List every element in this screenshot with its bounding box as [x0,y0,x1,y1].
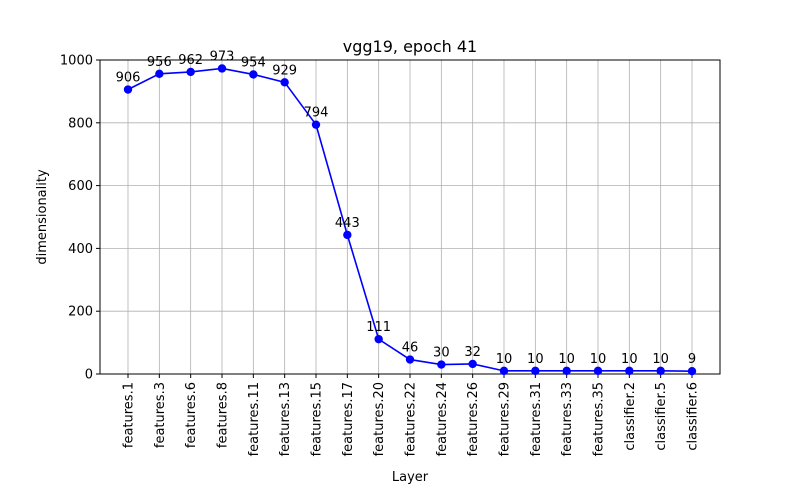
x-tick-label: features.17 [341,382,356,456]
y-axis-title: dimensionality [35,169,50,265]
y-axis: 0 200 400 600 800 1000 [60,54,100,383]
data-label: 906 [116,71,141,86]
y-tick-label: 600 [68,179,93,194]
data-point [625,366,634,376]
data-label: 32 [464,345,481,360]
x-tick-label: features.15 [310,382,325,456]
data-label: 9 [688,352,696,367]
data-label: 443 [335,216,360,231]
data-label: 10 [496,352,513,367]
x-tick-label: features.11 [247,382,262,456]
data-point [531,366,540,376]
x-tick-label: features.24 [435,382,450,456]
data-label: 30 [433,346,450,361]
data-point [374,334,383,344]
data-point [499,366,509,376]
y-tick-label: 800 [68,116,93,131]
x-tick-label: classifier.2 [623,382,638,451]
x-axis: features.1 features.3 features.6 features.8… [122,374,701,456]
y-tick-label: 400 [68,242,93,257]
data-label: 956 [147,55,172,70]
x-axis-title: Layer [392,470,429,485]
data-label: 10 [652,352,669,367]
data-point [468,359,477,369]
data-point [593,366,603,376]
series: 906 956 962 973 954 929 794 443 111 46 30 32 10 10 10 1… [116,49,697,376]
x-tick-label: features.35 [592,382,607,456]
data-point [280,78,289,87]
data-label: 46 [402,341,419,356]
x-tick-label: features.8 [216,382,231,448]
x-tick-label: classifier.6 [686,382,701,451]
data-point [155,69,164,79]
y-tick-label: 200 [68,305,93,320]
x-tick-label: features.3 [153,382,168,448]
data-point [343,230,352,240]
x-tick-label: features.31 [529,382,544,456]
data-label: 10 [527,352,544,367]
data-point [687,366,697,376]
data-label: 10 [590,352,607,367]
data-point [186,67,195,77]
grid [100,59,720,375]
data-point [437,360,446,369]
x-tick-label: features.22 [404,382,419,456]
x-tick-label: features.20 [372,382,387,456]
data-label: 973 [210,49,235,64]
x-tick-label: features.6 [184,382,199,448]
data-point [249,70,258,79]
x-tick-label: features.26 [466,382,481,456]
data-label: 10 [621,352,638,367]
data-point [405,355,415,364]
x-tick-label: features.1 [122,382,137,448]
data-label: 10 [558,352,575,367]
y-tick-label: 1000 [60,54,93,69]
x-tick-label: features.29 [498,382,513,456]
data-point [311,120,321,129]
data-label: 111 [366,320,391,335]
y-tick-label: 0 [85,368,93,383]
data-point [562,366,571,376]
chart-title: vgg19, epoch 41 [343,37,477,56]
data-label: 794 [304,106,329,121]
data-point [217,64,227,73]
data-label: 962 [178,53,203,68]
data-label: 954 [241,55,266,70]
data-label: 929 [272,63,297,78]
x-tick-label: features.33 [560,382,575,456]
x-tick-label: classifier.5 [654,382,669,451]
data-point [123,85,133,94]
data-point [656,366,665,376]
x-tick-label: features.13 [278,382,293,456]
